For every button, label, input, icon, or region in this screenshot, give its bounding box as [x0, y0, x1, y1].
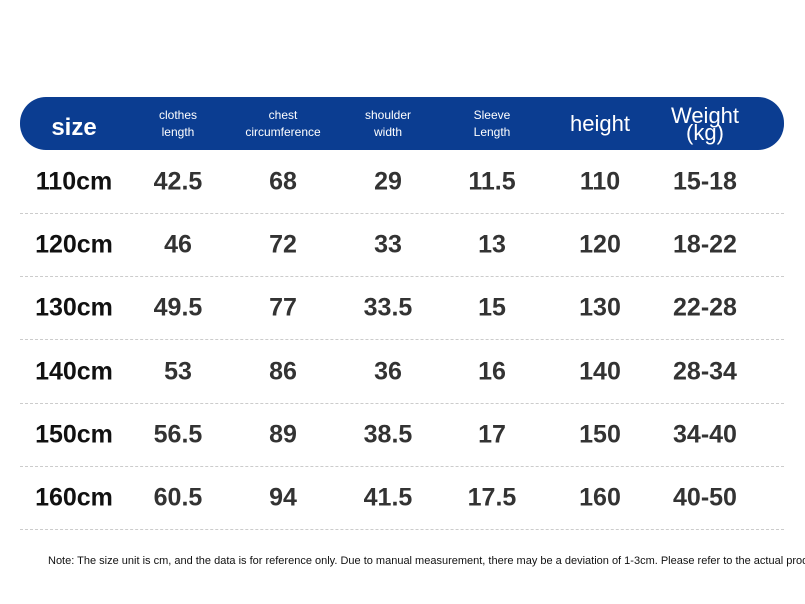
header-cell: clothes length	[158, 107, 198, 139]
header-cell: Weight (kg)	[670, 102, 740, 145]
value-cell: 60.5	[153, 483, 203, 512]
value-cell: 17	[478, 420, 506, 449]
value-cell: 15	[478, 293, 506, 322]
size-cell: 130cm	[35, 293, 113, 322]
row-separator	[20, 402, 784, 404]
note: Note: The size unit is cm, and the data …	[48, 555, 805, 567]
value-cell: 53	[164, 357, 192, 386]
row-separator	[20, 339, 784, 341]
value-cell: 120	[579, 230, 621, 259]
value-cell: 22-28	[673, 293, 737, 322]
row-separator	[20, 276, 784, 278]
value-cell: 150	[579, 420, 621, 449]
size-cell: 110cm	[35, 167, 113, 196]
value-cell: 110	[579, 167, 621, 196]
value-cell: 33	[374, 230, 402, 259]
value-cell: 89	[269, 420, 297, 449]
value-cell: 41.5	[363, 483, 413, 512]
value-cell: 33.5	[363, 293, 413, 322]
header-cell: size	[51, 114, 97, 141]
value-cell: 36	[374, 357, 402, 386]
value-cell: 160	[579, 483, 621, 512]
row-separator	[20, 529, 784, 530]
row-separator	[20, 465, 784, 467]
header-cell: Sleeve Length	[473, 107, 511, 139]
size-cell: 150cm	[35, 420, 113, 449]
value-cell: 16	[478, 357, 506, 386]
value-cell: 130	[579, 293, 621, 322]
header-cell: height	[570, 111, 630, 136]
value-cell: 38.5	[363, 420, 413, 449]
header-cell: shoulder width	[364, 107, 412, 139]
value-cell: 68	[269, 167, 297, 196]
value-cell: 40-50	[673, 483, 737, 512]
value-cell: 77	[269, 293, 297, 322]
value-cell: 18-22	[673, 230, 737, 259]
value-cell: 15-18	[673, 167, 737, 196]
value-cell: 34-40	[673, 420, 737, 449]
value-cell: 46	[164, 230, 192, 259]
size-cell: 140cm	[35, 357, 113, 386]
value-cell: 49.5	[153, 293, 203, 322]
value-cell: 29	[374, 167, 402, 196]
header-cell: chest circumference	[245, 107, 321, 139]
value-cell: 17.5	[467, 483, 517, 512]
value-cell: 28-34	[673, 357, 737, 386]
header-band: size clothes length chest circumference sho…	[20, 97, 784, 150]
row-separator	[20, 213, 784, 214]
size-cell: 120cm	[35, 230, 113, 259]
value-cell: 140	[579, 357, 621, 386]
value-cell: 72	[269, 230, 297, 259]
size-cell: 160cm	[35, 483, 113, 512]
value-cell: 94	[269, 483, 297, 512]
value-cell: 11.5	[468, 167, 516, 196]
value-cell: 86	[269, 357, 297, 386]
value-cell: 13	[478, 230, 506, 259]
value-cell: 56.5	[153, 420, 203, 449]
value-cell: 42.5	[153, 167, 203, 196]
